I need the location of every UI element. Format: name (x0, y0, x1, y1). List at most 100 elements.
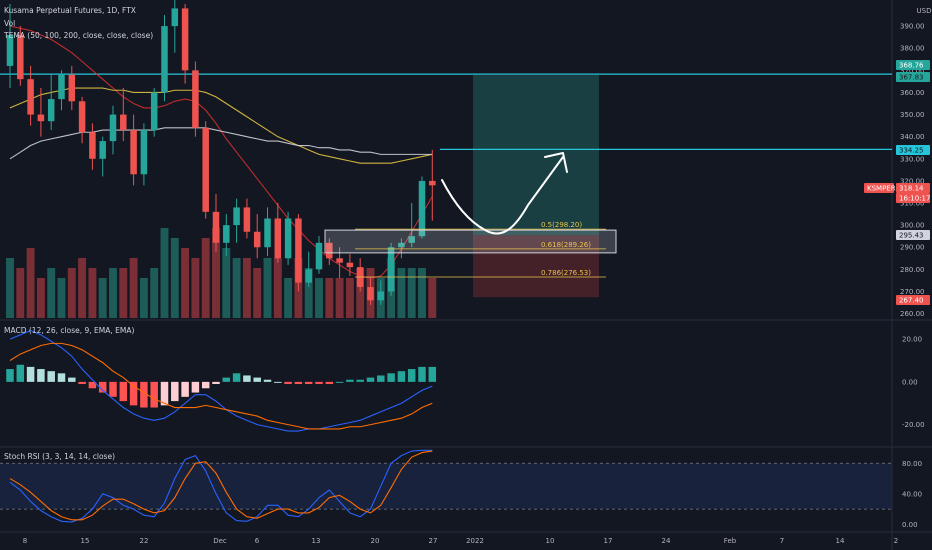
price-tag-label: 267.40 (899, 297, 924, 305)
price-tag-label: 368.76 (899, 62, 924, 70)
candle-body (398, 242, 405, 248)
candle-body (6, 34, 14, 66)
macd-histogram-bar (26, 366, 35, 382)
macd-histogram-bar (47, 371, 55, 382)
time-axis-label: 13 (312, 537, 321, 545)
volume-bar (170, 238, 179, 318)
candle-body (429, 180, 436, 186)
candle-body (253, 231, 261, 248)
candle-body (212, 211, 220, 243)
tema-legend[interactable]: TEMA (50, 100, 200, close, close, close) (4, 31, 154, 40)
volume-bar (16, 268, 25, 318)
candle-body (346, 262, 354, 268)
macd-tick-label: 0.00 (902, 378, 918, 386)
price-tick-label: 330.00 (900, 155, 925, 163)
candle-body (408, 236, 415, 243)
candle-body (367, 287, 374, 301)
macd-histogram-bar (263, 379, 272, 382)
fib-level-label: 0.618(289.26) (541, 241, 591, 249)
time-axis-label: 6 (255, 537, 260, 545)
volume-legend[interactable]: Vol (4, 19, 16, 28)
volume-bar (273, 258, 282, 318)
macd-histogram-bar (377, 375, 385, 382)
volume-bar (109, 268, 117, 318)
candle-body (78, 101, 86, 133)
candle-body (140, 130, 148, 175)
candle-body (274, 218, 282, 259)
price-tag-label: 295.43 (899, 232, 924, 240)
price-tag-label: 367.83 (899, 74, 924, 82)
macd-histogram-bar (335, 381, 344, 383)
macd-histogram-bar (315, 381, 323, 384)
volume-bar (139, 278, 148, 318)
price-tag (896, 145, 930, 155)
volume-bar (78, 258, 87, 318)
tema-line (9, 87, 433, 164)
macd-histogram-bar (274, 381, 282, 383)
signal-line (9, 342, 433, 430)
price-tag (896, 295, 930, 305)
time-axis-label: 17 (604, 537, 613, 545)
macd-tick-label: 20.00 (902, 336, 922, 344)
stoch-k-line (9, 449, 433, 523)
price-tick-label: 270.00 (900, 288, 925, 296)
time-axis-label: Feb (724, 537, 737, 545)
macd-histogram-bar (150, 381, 158, 408)
macd-histogram-bar (304, 381, 313, 384)
time-axis-label: 14 (836, 537, 845, 545)
volume-bar (212, 228, 220, 318)
macd-line (9, 329, 433, 432)
time-axis-label: 2022 (466, 537, 484, 545)
candle-body (37, 114, 45, 122)
candle-body (295, 218, 302, 283)
price-tick-label: 310.00 (900, 200, 925, 208)
volume-bar (242, 258, 251, 318)
macd-histogram-bar (37, 369, 45, 382)
macd-histogram-bar (109, 381, 117, 397)
macd-histogram-bar (16, 364, 25, 382)
time-axis-label: 27 (429, 537, 438, 545)
price-tag (896, 183, 930, 193)
time-axis-label: 24 (662, 537, 671, 545)
volume-bar (57, 278, 66, 318)
candle-body (326, 242, 333, 259)
candle-body (284, 218, 292, 259)
candle-body (47, 99, 55, 122)
stoch-d-line (9, 450, 433, 521)
macd-legend[interactable]: MACD (12, 26, close, 9, EMA, EMA) (4, 326, 135, 335)
candle-body (130, 130, 137, 175)
macd-histogram-bar (407, 369, 416, 382)
candle-body (120, 114, 127, 131)
price-tick-label: 380.00 (900, 45, 925, 53)
candle-body (418, 180, 426, 237)
time-axis-label: 20 (371, 537, 380, 545)
candle-body (192, 70, 199, 128)
time-axis-label: 22 (140, 537, 149, 545)
volume-bar (418, 268, 426, 318)
macd-histogram-bar (140, 381, 148, 408)
price-tag (896, 230, 930, 240)
time-axis-label: 15 (81, 537, 90, 545)
candle-body (243, 207, 251, 232)
stoch-legend[interactable]: Stoch RSI (3, 3, 14, 14, close) (4, 452, 115, 461)
volume-bar (181, 248, 190, 318)
volume-bar (129, 258, 138, 318)
volume-bar (36, 278, 45, 318)
projection-arrowhead (544, 152, 568, 173)
position-stop-zone (473, 235, 599, 298)
macd-histogram-bar (98, 381, 107, 393)
candle-body (181, 8, 189, 71)
macd-histogram-bar (346, 379, 354, 382)
volume-bar (284, 278, 293, 318)
stoch-tick-label: 40.00 (902, 490, 922, 498)
macd-histogram-bar (129, 381, 138, 406)
candle-body (89, 132, 96, 159)
candle-body (305, 269, 312, 283)
symbol-legend[interactable]: Kusama Perpetual Futures, 1D, FTX (4, 6, 136, 15)
price-tick-label: 350.00 (900, 111, 925, 119)
macd-histogram-bar (78, 381, 86, 384)
price-tag (896, 193, 930, 203)
candle-body (17, 34, 24, 80)
